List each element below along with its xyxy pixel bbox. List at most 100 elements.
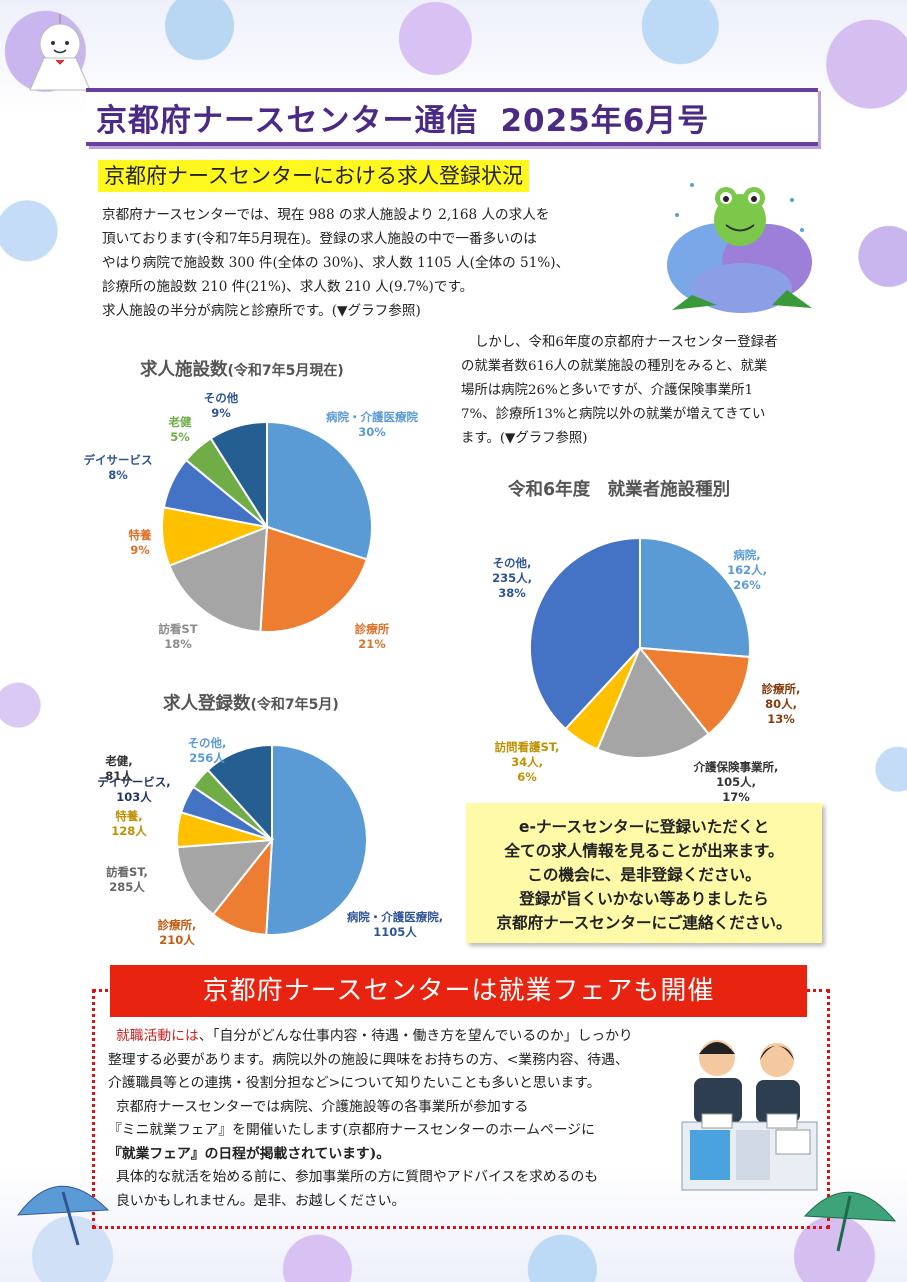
- slice-value: 162人,: [727, 563, 767, 577]
- fair-heading: 京都府ナースセンターは就業フェアも開催: [110, 965, 807, 1017]
- pie-slice-label: 老健 5%: [130, 415, 230, 445]
- paragraph-line: 『就業フェア』の日程が掲載されています)。: [108, 1145, 391, 1162]
- pie-slice-label: 訪看ST, 285人: [77, 865, 177, 895]
- pie-slice: [206, 743, 273, 843]
- paragraph-line: 介護職員等との連携・役割分担など>について知りたいことも多いと思います。: [108, 1075, 601, 1091]
- pie-slice-label: 老健, 81人: [69, 754, 169, 784]
- pie-slice-label: 病院, 162人, 26%: [697, 548, 797, 593]
- pie-slice-label: 診療所, 210人: [127, 918, 227, 948]
- paragraph-line: 場所は病院26%と多いですが、介護保険事業所1: [461, 383, 754, 398]
- slice-percent: 13%: [767, 712, 795, 726]
- slice-name: 老健,: [105, 754, 133, 768]
- issue-date: 2025年6月号: [500, 103, 710, 139]
- fair-paragraph: 就職活動には、「自分がどんな仕事内容・待遇・働き方を望んでいるのか」しっかり 整…: [108, 1025, 633, 1213]
- paragraph-line: 診療所の施設数 210 件(21%)、求人数 210 人(9.7%)です。: [102, 279, 474, 295]
- intro-paragraph: 京都府ナースセンターでは、現在 988 の求人施設より 2,168 人の求人を …: [102, 203, 569, 323]
- paragraph-line: 整理する必要があります。病院以外の施設に興味をお持ちの方、<業務内容、待遇、: [108, 1051, 629, 1068]
- employment-paragraph: しかし、令和6年度の京都府ナースセンター登録者 の就業者数616人の就業施設の種…: [461, 331, 777, 451]
- pie-slice-label: 介護保険事業所, 105人, 17%: [686, 760, 786, 805]
- pie-slice-label: 訪問看護ST, 34人, 6%: [477, 740, 577, 785]
- slice-value: 103人: [116, 790, 152, 804]
- pie-slice-label: 特養 9%: [90, 528, 190, 558]
- teru-teru-bozu-illustration: [29, 14, 90, 91]
- newsletter-name: 京都府ナースセンター通信: [96, 103, 479, 139]
- slice-value: 9%: [130, 543, 150, 557]
- slice-percent: 17%: [722, 790, 750, 804]
- slice-name: 特養: [128, 528, 152, 542]
- pie-slice: [176, 838, 275, 916]
- slice-percent: 38%: [498, 586, 526, 600]
- slice-value: 8%: [108, 468, 128, 482]
- notice-line: 京都府ナースセンターにご連絡ください。: [496, 914, 792, 932]
- slice-name: その他: [203, 391, 239, 405]
- slice-value: 128人: [111, 824, 147, 838]
- pie-slice: [596, 646, 710, 759]
- slice-value: 210人: [159, 933, 195, 947]
- umbrella-right-illustration: [803, 1191, 897, 1252]
- chart2-title: 求人登録数(令和7年5月): [163, 690, 339, 715]
- highlight-text: 就職活動には: [116, 1028, 199, 1044]
- pie-slice-label: 診療所, 80人, 13%: [731, 682, 831, 727]
- pie-slice-label: 特養, 128人: [79, 809, 179, 839]
- chart1-subtitle: (令和7年5月現在): [227, 363, 344, 379]
- slice-value: 81人: [105, 769, 133, 783]
- slice-value: 18%: [164, 637, 192, 651]
- slice-percent: 6%: [517, 770, 537, 784]
- paragraph-line: やはり病院で施設数 300 件(全体の 30%)、求人数 1105 人(全体の …: [102, 255, 570, 271]
- slice-value: 285人: [109, 880, 145, 894]
- paragraph-line: 京都府ナースセンターでは病院、介護施設等の各事業所が参加する: [116, 1098, 529, 1115]
- paragraph-line: 就職活動には、「自分がどんな仕事内容・待遇・働き方を望んでいるのか」しっかり: [108, 1025, 633, 1049]
- slice-percent: 26%: [733, 578, 761, 592]
- pie-slice-label: 訪看ST 18%: [128, 622, 228, 652]
- slice-name: 特養,: [115, 809, 143, 823]
- slice-value: 9%: [211, 406, 231, 420]
- slice-name: 病院・介護医療院: [326, 410, 418, 424]
- paragraph-line: の就業者数616人の就業施設の種別をみると、就業: [461, 359, 768, 374]
- slice-name: デイサービス: [83, 453, 153, 467]
- slice-value: 256人: [189, 751, 225, 765]
- paragraph-line: しかし、令和6年度の京都府ナースセンター登録者: [475, 335, 778, 350]
- chart2-subtitle: (令和7年5月): [250, 697, 339, 713]
- slice-name: 診療所,: [761, 682, 801, 696]
- pie-slice-label: その他, 256人: [157, 736, 257, 766]
- umbrella-left-illustration: [16, 1185, 110, 1246]
- slice-value: 5%: [170, 430, 190, 444]
- registration-notice: e-ナースセンターに登録いただくと 全ての求人情報を見ることが出来ます。 この機…: [466, 803, 822, 943]
- chart1-title-text: 求人施設数: [140, 360, 228, 380]
- slice-name: 病院,: [733, 548, 761, 562]
- title-bar: [86, 88, 818, 146]
- chart3-title: 令和6年度 就業者施設種別: [508, 480, 731, 500]
- slice-name: 病院・介護医療院,: [346, 910, 444, 924]
- chart2-title-text: 求人登録数: [163, 694, 251, 714]
- paragraph-line: 京都府ナースセンターでは、現在 988 の求人施設より 2,168 人の求人を: [102, 207, 550, 223]
- slice-name: 訪看ST: [158, 622, 198, 636]
- section-heading: 京都府ナースセンターにおける求人登録状況: [98, 160, 529, 192]
- paragraph-line: 求人施設の半分が病院と診療所です。(▼グラフ参照): [102, 303, 421, 319]
- slice-name: 診療所: [354, 622, 390, 636]
- job-fair-illustration: [681, 1040, 818, 1191]
- pie-slice: [265, 743, 368, 936]
- slice-value: 30%: [358, 425, 386, 439]
- paragraph-line: 7%、診療所13%と病院以外の就業が増えてきてい: [461, 407, 766, 422]
- paragraph-text: 、「自分がどんな仕事内容・待遇・働き方を望んでいるのか」しっかり: [198, 1028, 633, 1044]
- pie-slice: [529, 536, 641, 731]
- slice-value: 80人,: [765, 697, 797, 711]
- slice-value: 1105人: [373, 925, 417, 939]
- pie-slice-label: その他 9%: [171, 391, 271, 421]
- pie-slice: [266, 420, 373, 561]
- slice-name: 訪問看護ST,: [494, 740, 560, 754]
- notice-line: 全ての求人情報を見ることが出来ます。: [504, 842, 784, 860]
- paragraph-line: 『ミニ就業フェア』を開催いたします(京都府ナースセンターのホームページに: [108, 1122, 595, 1138]
- slice-name: その他,: [492, 556, 532, 570]
- paragraph-line: 具体的な就活を始める前に、参加事業所の方に質問やアドバイスを求めるのも: [116, 1169, 599, 1185]
- frog-hydrangea-illustration: [667, 183, 812, 313]
- notice-line: 登録が旨くいかない等ありましたら: [519, 890, 769, 908]
- chart1-title: 求人施設数(令和7年5月現在): [140, 356, 344, 381]
- pie-slice: [168, 525, 269, 633]
- slice-name: その他,: [187, 736, 227, 750]
- pie-slice: [209, 420, 268, 531]
- notice-line: この機会に、是非登録ください。: [527, 866, 761, 884]
